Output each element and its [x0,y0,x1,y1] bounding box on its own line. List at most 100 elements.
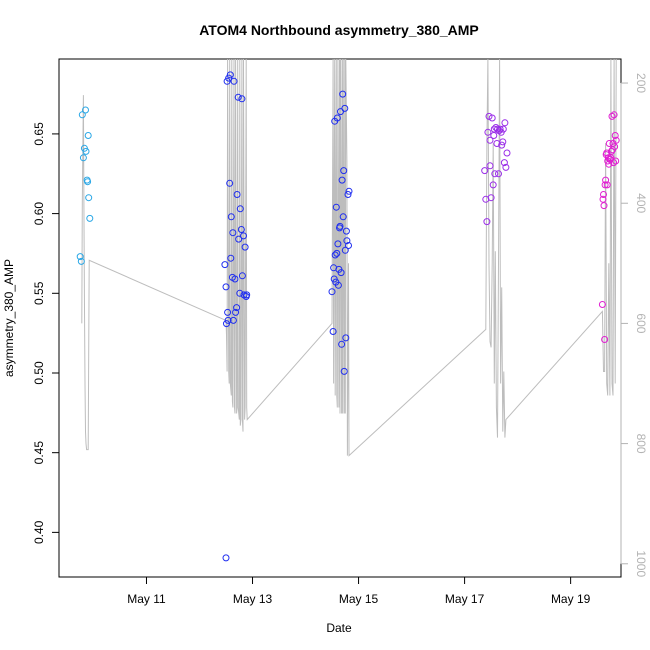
data-point [486,136,494,144]
data-point [78,111,86,119]
x-tick-label: May 11 [127,592,166,606]
y-tick-label: 0.45 [32,441,46,465]
data-point [341,246,349,254]
data-point [330,275,338,283]
data-point [240,232,247,240]
data-point [487,194,495,202]
data-point [82,106,89,114]
data-point [341,104,349,112]
data-point [334,240,342,248]
data-point [340,367,348,375]
data-point [340,167,348,175]
data-point [498,141,506,149]
data-point [84,132,92,139]
x-tick-label: May 15 [339,592,379,606]
data-point [85,194,93,202]
data-point [224,308,232,316]
data-point [235,235,243,243]
data-point [234,93,242,101]
x-tick-label: May 17 [445,592,485,606]
data-point [221,261,229,269]
secondary-series-line [81,58,617,457]
data-point [602,176,610,184]
y-axis-title: asymmetry_380_AMP [2,259,16,377]
data-point [499,138,507,146]
data-point [503,149,511,157]
data-point [612,136,620,144]
data-point [329,328,337,335]
data-point [605,140,613,147]
data-point [605,160,613,168]
data-point [610,159,618,167]
data-point [241,243,249,251]
data-point [328,288,336,296]
data-point [233,191,241,198]
y-tick-label: 0.50 [32,361,46,385]
chart-title: ATOM4 Northbound asymmetry_380_AMP [199,22,479,38]
data-point [333,249,341,257]
data-point [338,340,346,348]
data-point [345,242,352,249]
data-point [490,132,498,139]
data-point [481,167,489,175]
data-point [501,119,509,127]
data-point [240,291,248,299]
data-point [488,114,496,122]
data-point [342,334,350,342]
data-point [238,95,246,103]
data-point [603,149,611,157]
data-point [331,251,339,259]
data-point [332,203,340,211]
data-point [229,229,237,237]
data-point [84,178,92,186]
data-point [233,304,241,312]
data-point [337,269,345,277]
y-axis: 0.40 0.45 0.50 0.55 0.60 0.65 [32,122,60,544]
data-point [339,90,347,98]
y-tick-label: 0.65 [32,122,46,146]
y-tick-label: 0.55 [32,281,46,305]
data-point [338,176,346,184]
data-point [486,162,494,170]
data-point [224,316,232,324]
y2-tick-label: 400 [634,193,648,213]
data-point [86,214,94,222]
data-point [82,147,90,155]
data-point [499,125,507,133]
data-point [222,283,230,291]
data-point [603,181,611,189]
data-point [243,291,251,299]
data-point [345,187,353,195]
data-point [229,316,237,324]
data-point [76,253,84,261]
data-point [612,157,620,165]
data-point [336,222,344,230]
data-point [611,132,619,139]
x-tick-label: May 19 [551,592,591,606]
data-point [483,218,491,226]
data-point [490,125,498,133]
data-point [339,213,347,221]
data-point [601,336,609,343]
data-point [600,202,608,210]
data-point [227,254,235,262]
data-point [489,181,497,189]
data-point [79,154,87,162]
points-layer [76,71,620,562]
x-tick-label: May 13 [233,592,273,606]
data-point [610,111,618,119]
data-point [236,205,244,213]
data-point [611,143,619,151]
data-point [226,179,234,187]
data-point [598,301,606,308]
x-axis-title: Date [326,621,352,635]
data-point [343,237,351,245]
data-point [222,554,230,562]
data-point [344,191,352,198]
y-tick-label: 0.40 [32,520,46,544]
y2-tick-label: 800 [634,434,648,454]
data-point [77,257,85,265]
data-point [495,127,503,135]
secondary-y-axis: 200 400 600 800 1000 [620,73,648,577]
